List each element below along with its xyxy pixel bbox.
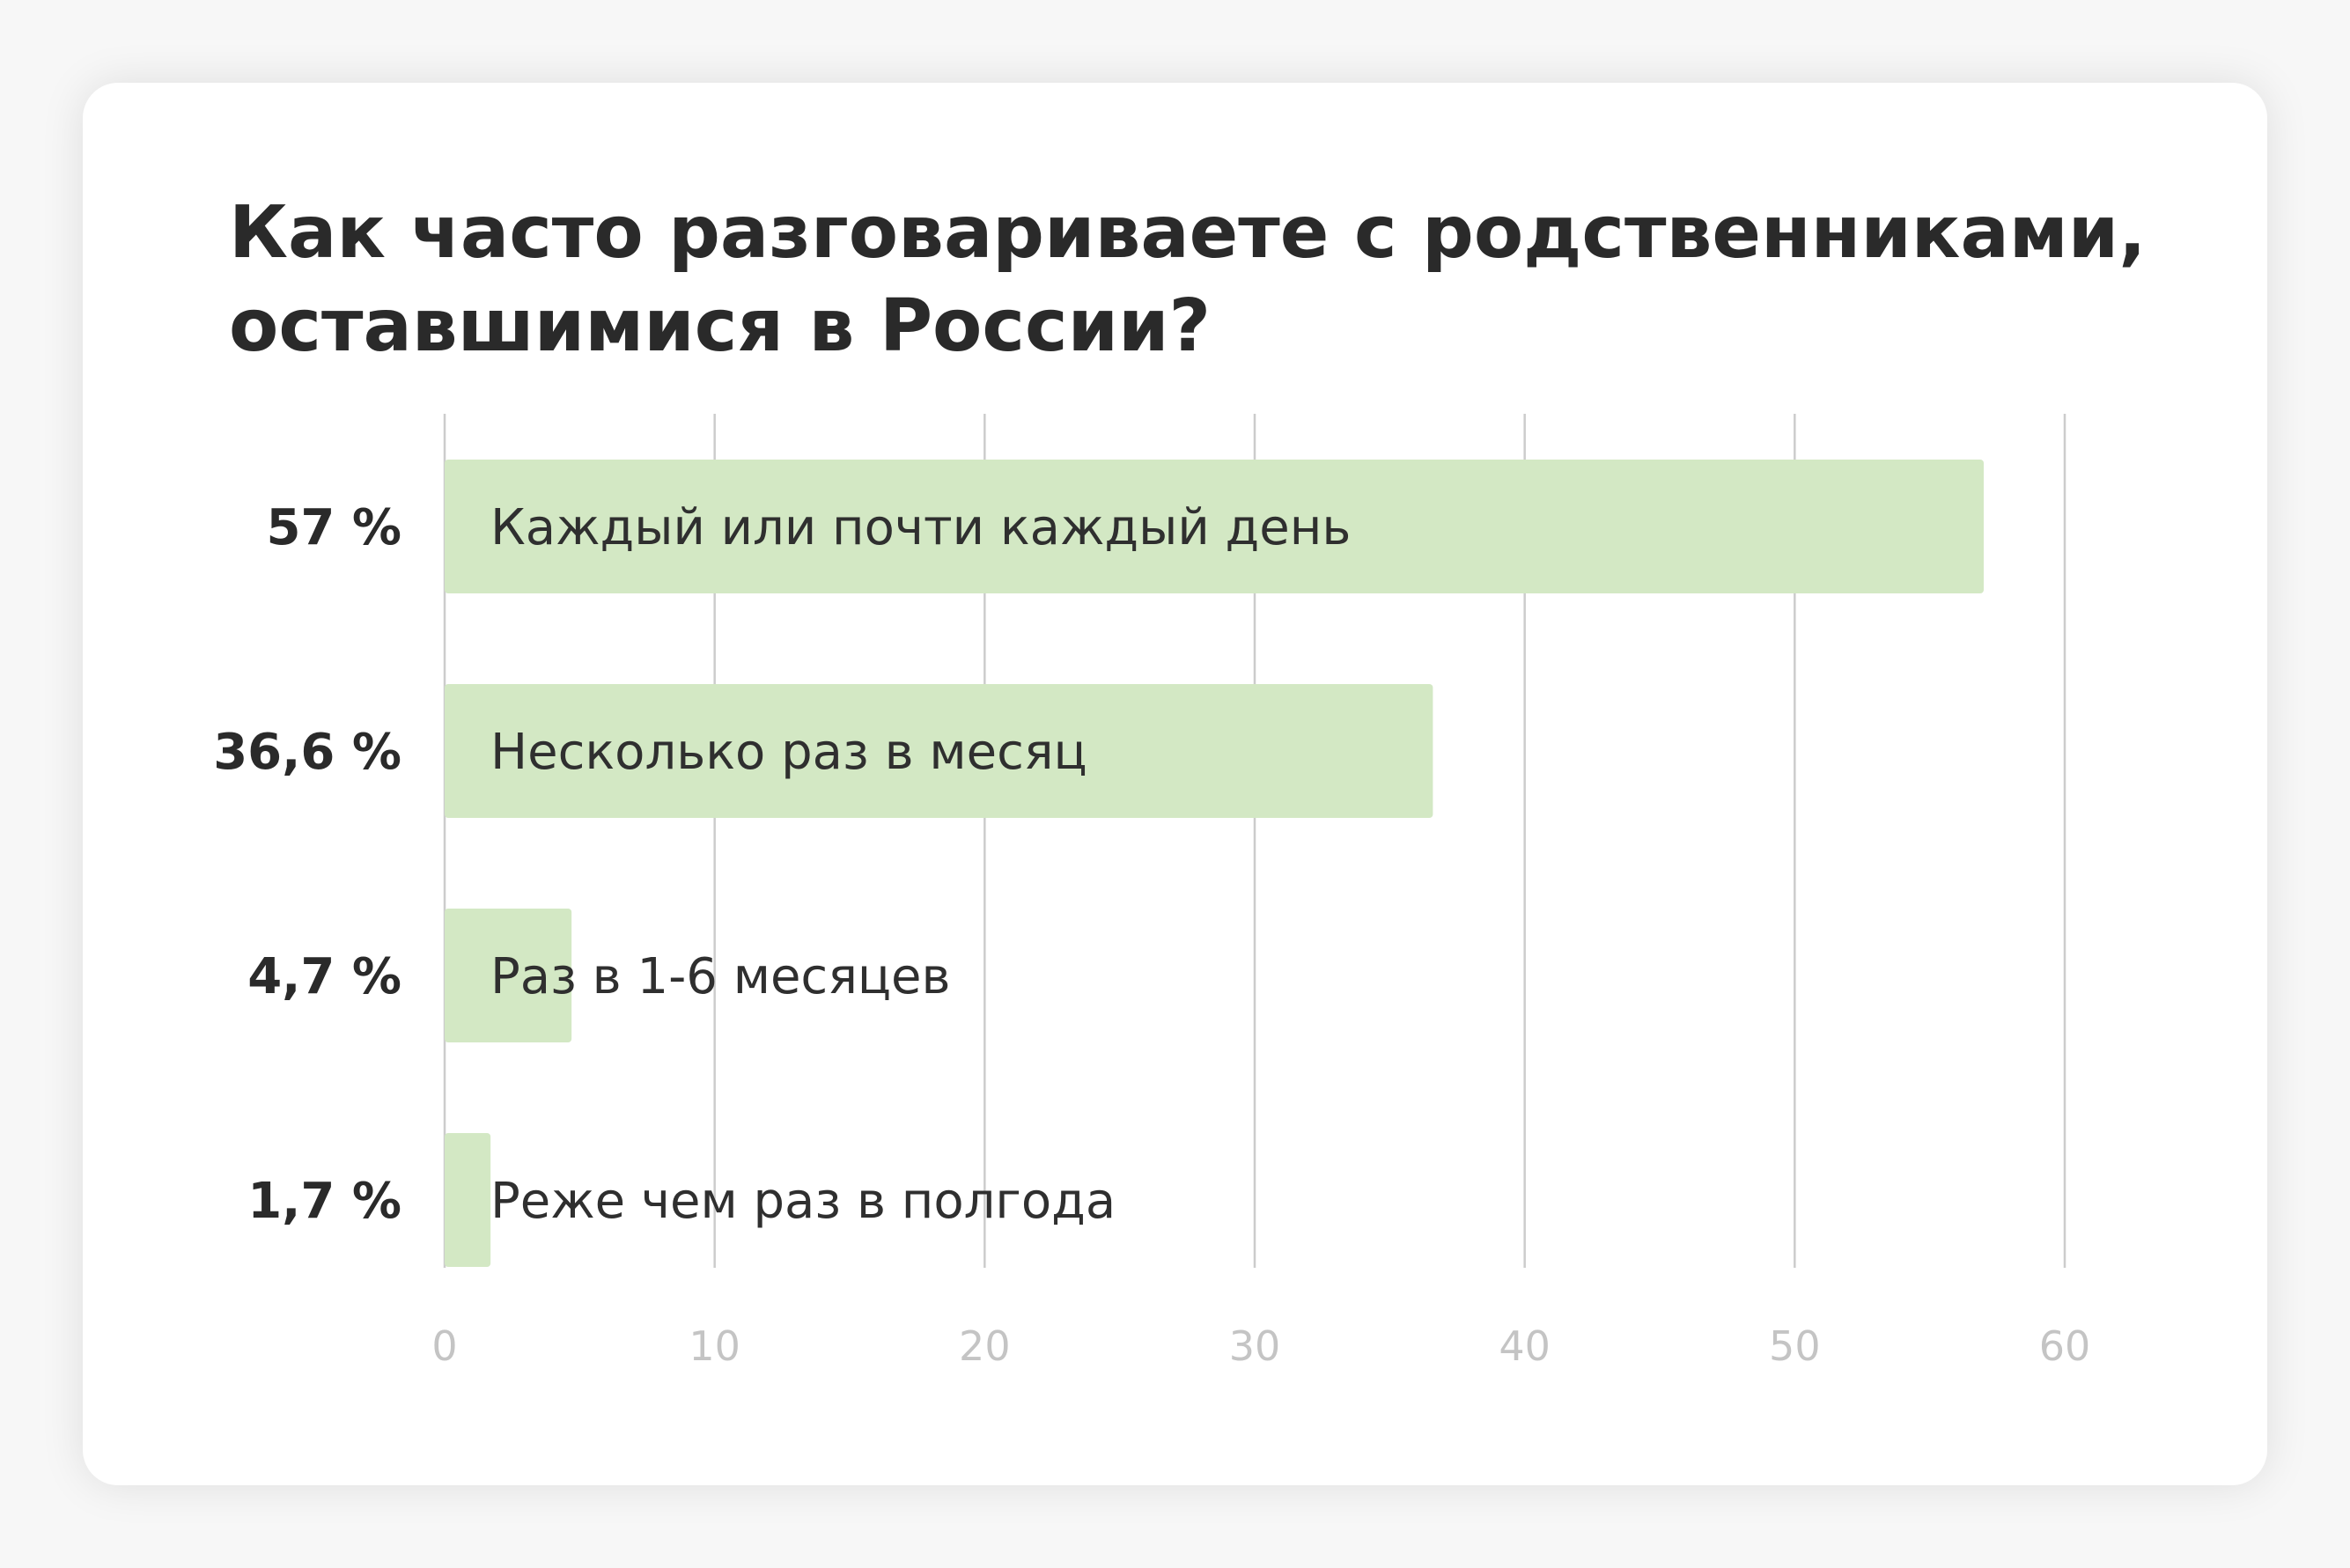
x-tick-label: 40 bbox=[1499, 1322, 1551, 1370]
bars bbox=[445, 460, 1984, 1267]
bar bbox=[445, 684, 1433, 818]
category-label: Каждый или почти каждый день bbox=[490, 499, 1351, 556]
bar bbox=[445, 1133, 491, 1267]
x-axis-ticks: 0 10 20 30 40 50 60 bbox=[431, 1322, 2090, 1370]
bar bbox=[445, 909, 572, 1042]
value-label: 1,7 % bbox=[247, 1173, 401, 1230]
category-label: Раз в 1-6 месяцев bbox=[490, 948, 950, 1005]
value-label: 57 % bbox=[266, 499, 401, 556]
x-tick-label: 20 bbox=[959, 1322, 1011, 1370]
x-tick-label: 30 bbox=[1229, 1322, 1281, 1370]
x-tick-label: 10 bbox=[689, 1322, 740, 1370]
chart-title: Как часто разговариваете с родственникам… bbox=[229, 191, 2147, 368]
value-label: 36,6 % bbox=[213, 724, 401, 781]
bar bbox=[445, 460, 1984, 593]
category-label: Реже чем раз в полгода bbox=[490, 1173, 1116, 1230]
x-tick-label: 50 bbox=[1769, 1322, 1821, 1370]
x-tick-label: 0 bbox=[431, 1322, 457, 1370]
labels: Каждый или почти каждый день 57 % Нескольк… bbox=[213, 499, 1351, 1230]
x-tick-label: 60 bbox=[2039, 1322, 2091, 1370]
value-label: 4,7 % bbox=[247, 948, 401, 1005]
category-label: Несколько раз в месяц bbox=[490, 724, 1087, 781]
